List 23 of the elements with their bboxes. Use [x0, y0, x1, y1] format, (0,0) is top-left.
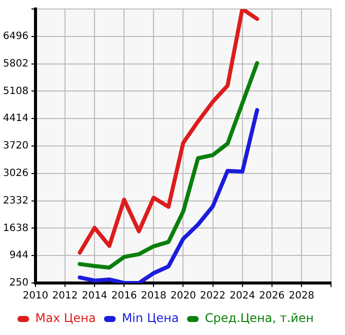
- y-tick-label: 3720: [2, 140, 28, 152]
- y-tick-label: 944: [9, 250, 28, 262]
- x-tick-label: 2014: [82, 290, 108, 302]
- x-tick-label: 2018: [140, 290, 166, 302]
- x-tick-label: 2012: [52, 290, 78, 302]
- x-tick-label: 2028: [288, 290, 314, 302]
- y-tick-label: 250: [9, 278, 28, 289]
- x-tick-label: 2024: [230, 290, 256, 302]
- y-tick-label: 3026: [2, 168, 28, 179]
- x-tick-label: 2020: [170, 290, 196, 302]
- y-tick-label: 5108: [2, 86, 28, 97]
- x-tick-label: 2026: [259, 290, 285, 302]
- legend-label: Сред.Цена, т.йен: [204, 311, 314, 326]
- y-tick-label: 2332: [2, 195, 28, 206]
- y-tick-label: 6496: [2, 30, 28, 42]
- y-tick-label: 4414: [2, 113, 28, 124]
- x-tick-label: 2016: [111, 290, 137, 302]
- legend-label: Max Цена: [35, 311, 96, 326]
- x-tick-label: 2010: [22, 290, 48, 302]
- y-tick-label: 1638: [2, 222, 28, 234]
- x-tick-label: 2022: [200, 290, 226, 302]
- legend-label: Min Цена: [122, 311, 179, 326]
- y-tick-label: 5802: [2, 58, 28, 70]
